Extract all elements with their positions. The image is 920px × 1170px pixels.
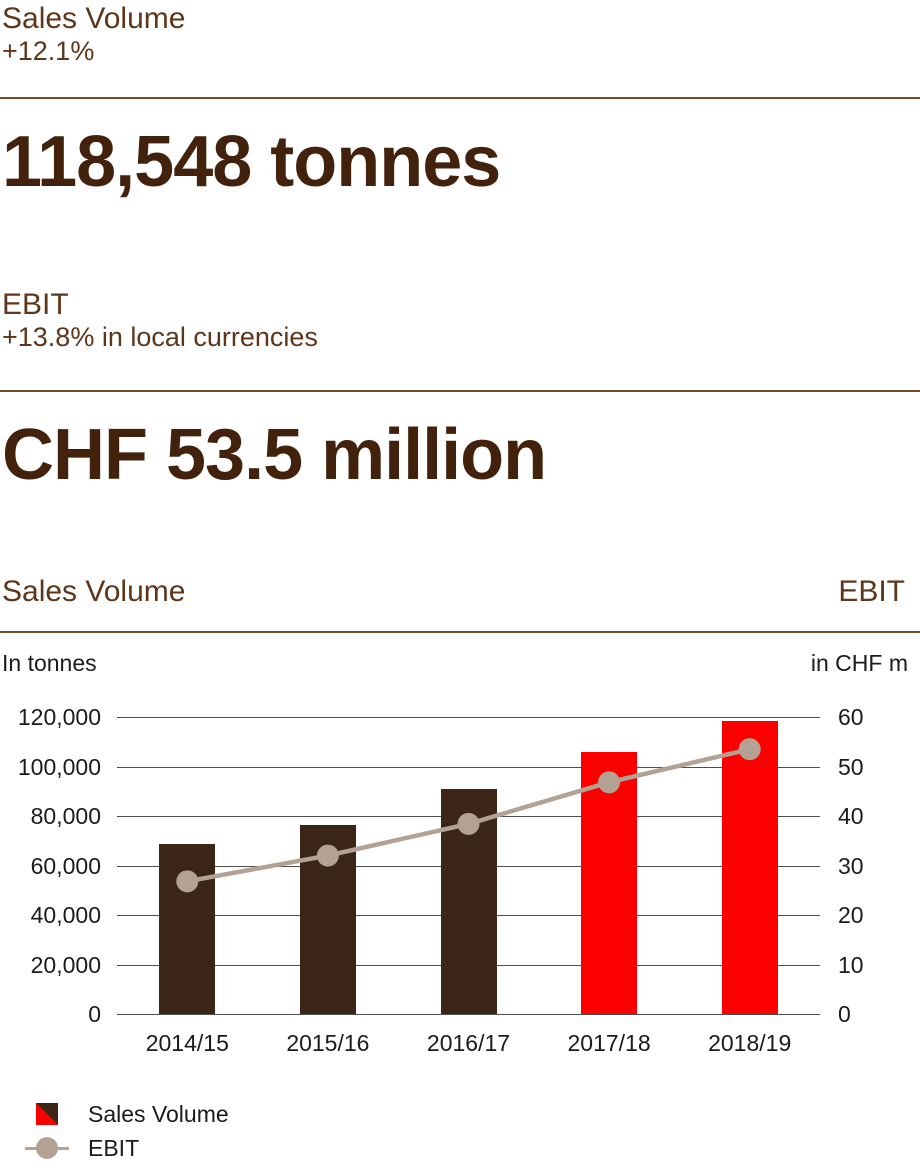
x-axis-label: 2016/17	[426, 1030, 511, 1056]
right-axis-tick: 60	[838, 704, 864, 730]
legend-label-sales-volume: Sales Volume	[88, 1100, 229, 1127]
divider	[0, 390, 920, 392]
right-axis-ticks: 60 50 40 30 20 10 0	[820, 706, 920, 1026]
left-axis-tick: 100,000	[17, 754, 101, 780]
x-axis-labels: 2014/15 2015/16 2016/17 2017/18 2018/19	[117, 1030, 820, 1057]
sales-volume-bar-2017-18	[581, 752, 638, 1014]
ebit-point-2016-17	[457, 812, 480, 835]
legend-label-ebit: EBIT	[88, 1134, 140, 1161]
right-axis-tick: 40	[838, 803, 864, 829]
x-axis-right-spacer	[820, 1030, 920, 1057]
x-axis-label: 2014/15	[145, 1030, 229, 1056]
x-axis-label: 2017/18	[567, 1030, 651, 1056]
divider	[0, 97, 920, 99]
right-axis-tick: 20	[838, 902, 864, 928]
sales-volume-swatch-icon	[36, 1103, 58, 1125]
plot-area	[117, 717, 820, 1015]
left-axis-tick: 40,000	[30, 902, 101, 928]
right-axis-tick: 30	[838, 853, 864, 879]
chart-title-ebit: EBIT	[838, 575, 905, 608]
left-axis-tick: 80,000	[30, 803, 101, 829]
ebit-kpi-delta: +13.8% in local currencies	[2, 322, 318, 352]
chart-legend: Sales Volume EBIT	[25, 1100, 920, 1161]
left-axis-tick: 60,000	[30, 853, 101, 879]
gridline	[117, 717, 820, 718]
ebit-kpi-value: CHF 53.5 million	[2, 415, 547, 495]
gridline	[117, 1014, 820, 1015]
right-axis-tick: 0	[838, 1001, 851, 1027]
ebit-line-layer	[176, 738, 761, 893]
x-axis-label: 2018/19	[708, 1030, 792, 1056]
legend-item-ebit: EBIT	[25, 1134, 920, 1161]
legend-item-sales-volume: Sales Volume	[25, 1100, 920, 1127]
ebit-kpi-title: EBIT	[2, 288, 69, 321]
left-axis-tick: 120,000	[17, 704, 101, 730]
right-axis-tick: 10	[838, 952, 864, 978]
x-axis-label: 2015/16	[286, 1030, 370, 1056]
sales-volume-kpi-delta: +12.1%	[2, 36, 95, 66]
x-axis-left-spacer	[0, 1030, 117, 1057]
left-axis-ticks: 120,000 100,000 80,000 60,000 40,000 20,000 0	[0, 706, 117, 1026]
gridline	[117, 767, 820, 768]
ebit-line-dot-icon	[25, 1137, 69, 1159]
sales-volume-kpi-value: 118,548 tonnes	[2, 122, 501, 202]
right-axis-unit-label: in CHF m	[810, 650, 908, 676]
sales-volume-kpi-title: Sales Volume	[2, 2, 186, 35]
ebit-point-2015-16	[316, 844, 339, 867]
ebit-point-2017-18	[598, 771, 621, 794]
ebit-point-2018-19	[738, 738, 761, 761]
ebit-point-2014-15	[176, 870, 199, 893]
chart-title-sales-volume: Sales Volume	[2, 575, 186, 608]
right-axis-tick: 50	[838, 754, 864, 780]
x-axis: 2014/15 2015/16 2016/17 2017/18 2018/19	[0, 1030, 920, 1057]
axis-units-row: In tonnes in CHF m	[0, 650, 920, 677]
chart-header: Sales Volume EBIT	[0, 575, 920, 609]
sales-volume-bar-2018-19	[721, 720, 778, 1014]
left-axis-tick: 20,000	[30, 952, 101, 978]
left-axis-tick: 0	[88, 1001, 101, 1027]
combo-chart: 120,000 100,000 80,000 60,000 40,000 20,000 0 …	[0, 706, 920, 1026]
left-axis-unit-label: In tonnes	[2, 650, 97, 676]
divider	[0, 631, 920, 633]
